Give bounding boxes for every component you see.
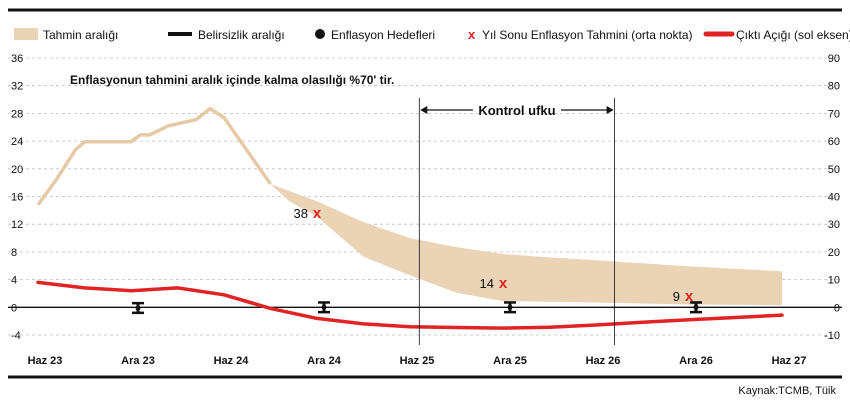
- legend: Tahmin aralığı Belirsizlik aralığı Enfla…: [14, 27, 850, 42]
- legend-label-targets: Enflasyon Hedefleri: [331, 28, 435, 42]
- legend-swatch-targets: [315, 29, 325, 39]
- x-tick-label: Haz 25: [400, 355, 435, 367]
- x-tick-label: Ara 23: [121, 355, 155, 367]
- forecast-range-band: [270, 184, 782, 306]
- horizon-arrowhead-left: [420, 106, 428, 114]
- y-right-tick-label: -10: [824, 330, 840, 342]
- y-left-tick-label: 36: [11, 53, 23, 65]
- target-point: [507, 304, 513, 310]
- y-right-tick-label: 50: [828, 164, 840, 176]
- target-point: [321, 304, 327, 310]
- y-left-tick-label: 24: [11, 136, 23, 148]
- output-gap-line: [36, 280, 784, 330]
- target-point: [693, 304, 699, 310]
- y-left-tick-label: 16: [11, 192, 23, 204]
- y-right-tick-label: 10: [828, 275, 840, 287]
- year-end-label: 9: [673, 289, 680, 304]
- y-right-tick-label: 70: [828, 108, 840, 120]
- x-tick-label: Haz 26: [586, 355, 621, 367]
- horizon-arrowhead-right: [606, 106, 614, 114]
- y-right-tick-label: 30: [828, 219, 840, 231]
- y-left-tick-label: 28: [11, 108, 23, 120]
- legend-swatch-year-end: x: [468, 27, 476, 42]
- horizon-label: Kontrol ufku: [478, 103, 555, 118]
- x-tick-label: Ara 24: [307, 355, 342, 367]
- gridlines: [8, 57, 842, 336]
- x-tick-label: Haz 24: [214, 355, 250, 367]
- y-left-tick-label: 12: [11, 219, 23, 231]
- x-tick-label: Ara 26: [679, 355, 713, 367]
- y-left-tick-label: 32: [11, 81, 23, 93]
- y-right-tick-label: 0: [834, 302, 840, 314]
- legend-label-uncertainty: Belirsizlik aralığı: [198, 28, 285, 42]
- y-right-tick-label: 40: [828, 192, 840, 204]
- y-left-tick-label: 4: [11, 275, 17, 287]
- source-note: Kaynak:TCMB, Tüik: [738, 385, 836, 397]
- target-point: [135, 305, 141, 311]
- x-axis: Haz 23 Ara 23 Haz 24 Ara 24 Haz 25 Ara 25 Haz …: [28, 355, 807, 367]
- control-horizon: Kontrol ufku: [418, 98, 615, 345]
- x-tick-label: Haz 27: [772, 355, 807, 367]
- y-left-tick-label: 8: [11, 247, 17, 259]
- year-end-label: 14: [480, 276, 494, 291]
- legend-swatch-uncertainty: [168, 32, 192, 36]
- y-right-tick-label: 20: [828, 247, 840, 259]
- year-end-label: 38: [294, 206, 308, 221]
- year-end-marker: x: [685, 288, 694, 305]
- legend-label-year-end: Yıl Sonu Enflasyon Tahmini (orta nokta): [482, 28, 693, 42]
- y-axis-left: 36 32 28 24 20 16 12 8 4 0 -4: [11, 53, 23, 342]
- year-end-marker: x: [313, 205, 322, 222]
- inflation-history-line: [36, 106, 272, 206]
- legend-swatch-range: [14, 28, 38, 40]
- y-left-tick-label: 20: [11, 164, 23, 176]
- legend-label-output-gap: Çıktı Açığı (sol eksen): [736, 28, 850, 42]
- probability-note: Enflasyonun tahmini aralık içinde kalma …: [70, 73, 394, 87]
- y-left-tick-label: 0: [11, 302, 17, 314]
- y-right-tick-label: 90: [828, 53, 840, 65]
- year-end-marker: x: [499, 275, 508, 292]
- y-left-tick-label: -4: [11, 330, 21, 342]
- x-tick-label: Ara 25: [493, 355, 527, 367]
- x-tick-label: Haz 23: [28, 355, 63, 367]
- y-right-tick-label: 80: [828, 81, 840, 93]
- y-right-tick-label: 60: [828, 136, 840, 148]
- legend-label-range: Tahmin aralığı: [43, 28, 118, 42]
- y-axis-right: 90 80 70 60 50 40 30 20 10 0 -10: [824, 53, 840, 342]
